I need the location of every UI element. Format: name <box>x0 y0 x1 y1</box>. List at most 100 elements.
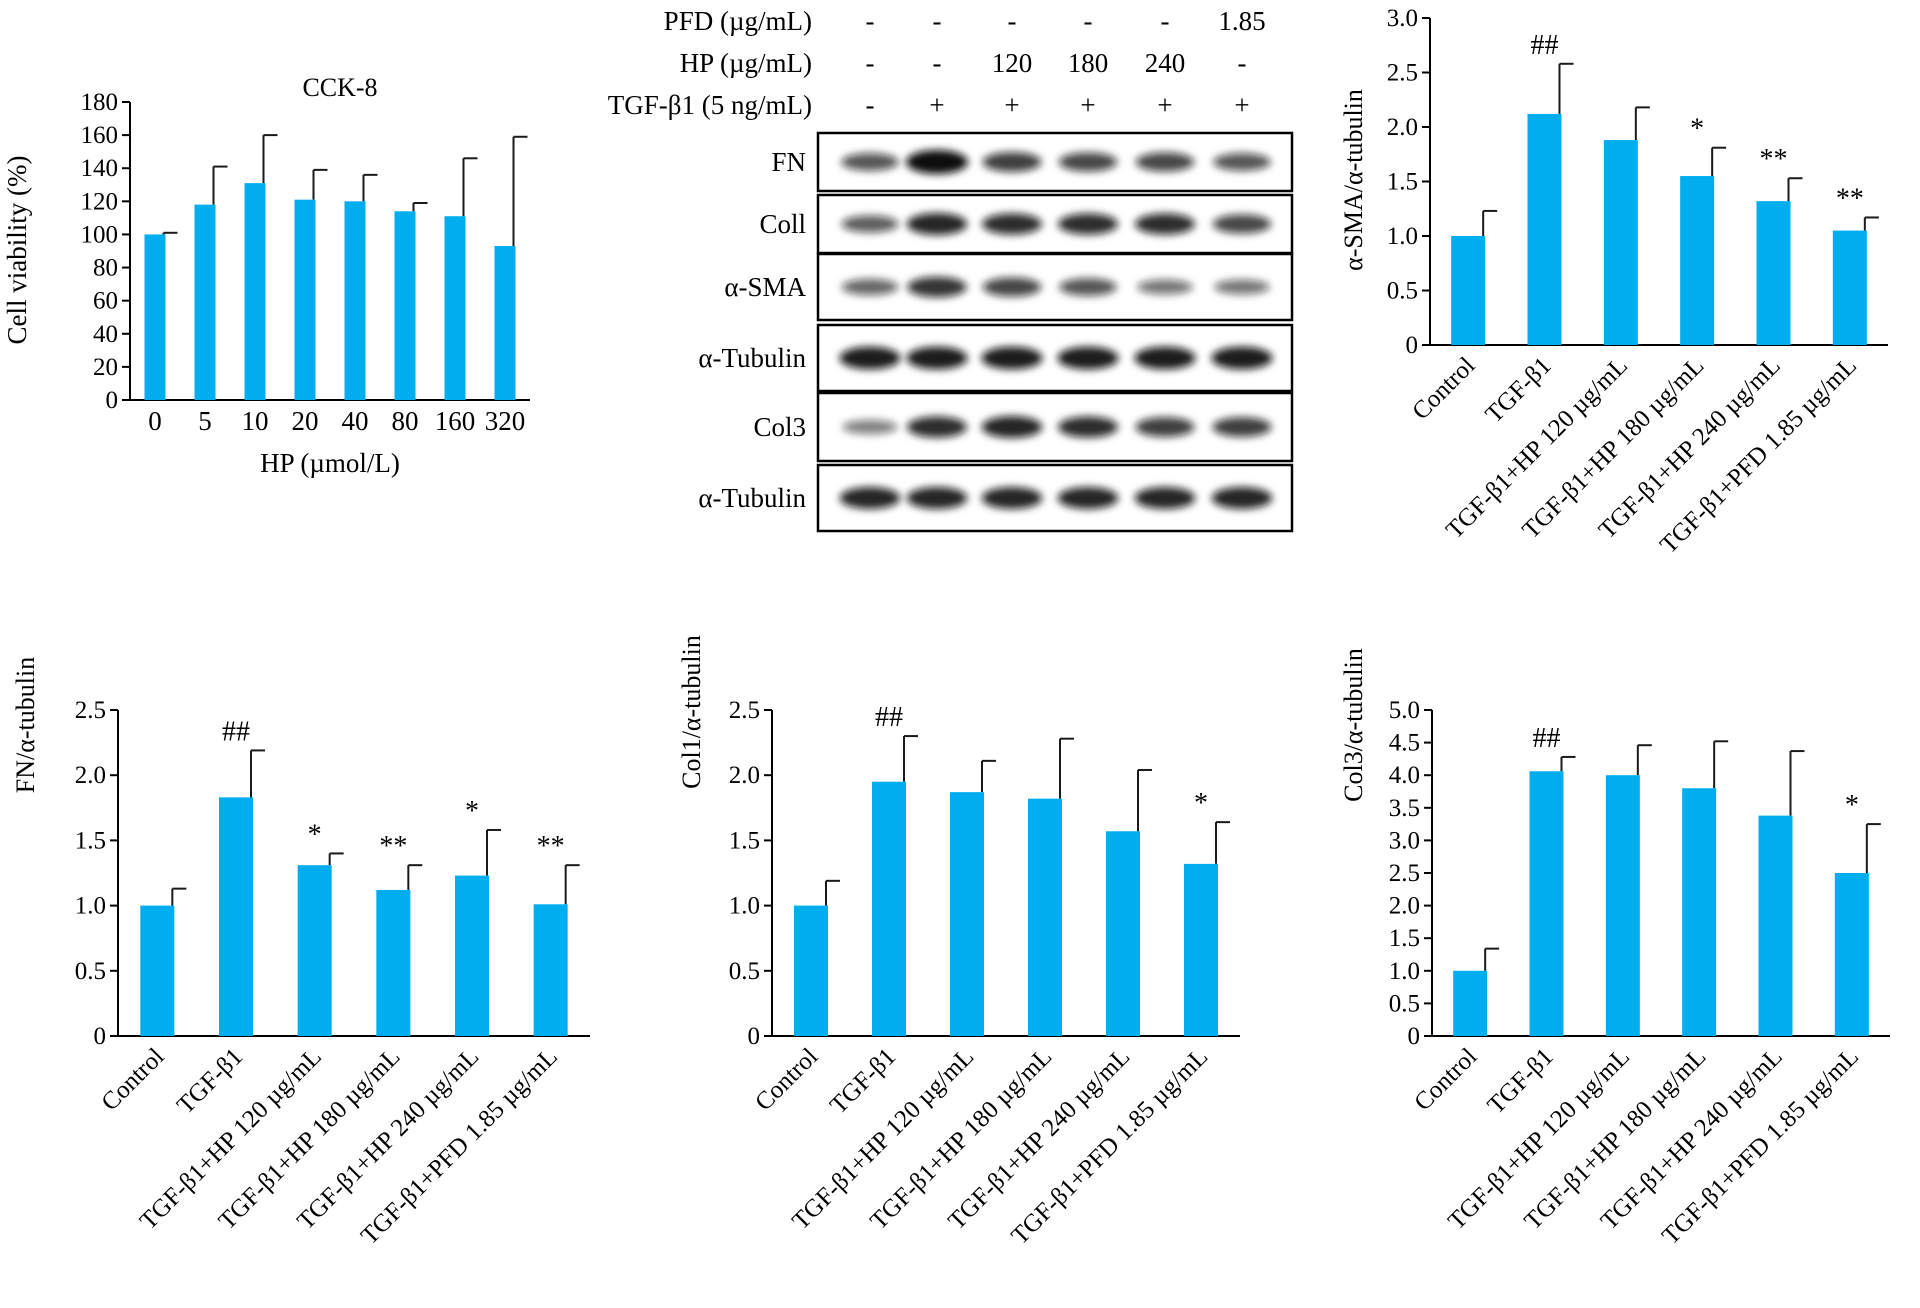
col1-category-label: Control <box>750 1043 823 1116</box>
sma-y-tick-label: 0 <box>1406 332 1419 359</box>
col1-bar <box>1028 798 1062 1036</box>
wb-lane-value: - <box>866 90 875 120</box>
sma-bar <box>1680 176 1715 345</box>
col3-y-tick-label: 3.5 <box>1389 795 1420 822</box>
col3-y-tick-label: 5.0 <box>1389 697 1420 724</box>
wb-lane-value: - <box>933 48 942 78</box>
wb-band <box>839 487 901 509</box>
cck8-category-label: 5 <box>198 406 212 436</box>
cck8-y-tick-label: 180 <box>81 89 119 116</box>
sma-bar <box>1527 113 1562 345</box>
col3-category-label: Control <box>1409 1043 1482 1116</box>
col1-y-tick-label: 2.0 <box>729 762 760 789</box>
sma-bar <box>1756 201 1791 345</box>
cck8-category-label: 160 <box>435 406 476 436</box>
fn-bar <box>376 889 411 1036</box>
fn-significance-label: * <box>308 819 322 850</box>
cck8-title: CCK-8 <box>302 73 377 102</box>
col3-y-tick-label: 2.0 <box>1389 893 1420 920</box>
col3-y-tick-label: 0.5 <box>1389 990 1420 1017</box>
cck8-y-tick-label: 60 <box>93 288 118 315</box>
wb-band <box>1058 416 1118 438</box>
wb-band <box>1134 487 1196 509</box>
wb-band <box>1135 213 1195 235</box>
wb-band <box>906 150 968 174</box>
wb-band <box>1211 346 1273 370</box>
wb-band <box>981 487 1043 509</box>
wb-band <box>982 277 1042 297</box>
fn-bar <box>533 904 568 1036</box>
wb-band <box>1214 279 1270 295</box>
wb-blot-label: Coll <box>759 209 806 239</box>
wb-band <box>1213 153 1271 171</box>
fn-y-tick-label: 2.5 <box>75 697 106 724</box>
sma-y-tick-label: 3.0 <box>1387 5 1418 32</box>
sma-y-tick-label: 2.5 <box>1387 60 1418 87</box>
wb-band <box>1135 417 1195 437</box>
sma-significance-label: * <box>1690 114 1704 145</box>
fn-y-tick-label: 1.0 <box>75 893 106 920</box>
cck8-bar <box>394 211 416 400</box>
sma-y-axis-label: α-SMA/α-tubulin <box>1339 89 1368 271</box>
wb-band <box>842 419 898 435</box>
col3-y-tick-label: 4.0 <box>1389 762 1420 789</box>
wb-lane-value: 120 <box>992 48 1033 78</box>
cck8-y-tick-label: 160 <box>81 122 119 149</box>
cck8-category-label: 80 <box>392 406 419 436</box>
cck8-bar <box>144 234 166 400</box>
col3-bar <box>1529 771 1564 1036</box>
wb-lane-value: - <box>866 6 875 36</box>
fn-y-tick-label: 0 <box>94 1023 107 1050</box>
wb-band <box>841 215 899 233</box>
cck8-category-label: 20 <box>292 406 319 436</box>
wb-band <box>1058 152 1118 172</box>
fn-chart: FN/α-tubulin 0 0.5 1.0 1.5 2.0 2.5 Control ## TG… <box>11 657 590 1250</box>
sma-y-tick-label: 1.0 <box>1387 223 1418 250</box>
wb-lane-value: + <box>1004 90 1019 120</box>
col3-significance-label: ## <box>1533 723 1561 754</box>
cck8-bar <box>294 199 316 400</box>
fn-category-label: Control <box>96 1043 169 1116</box>
wb-blot-label: Col3 <box>753 412 806 442</box>
wb-lane-value: - <box>1161 6 1170 36</box>
cck8-bar <box>494 246 516 400</box>
sma-significance-label: ** <box>1760 144 1788 175</box>
wb-lane-value: - <box>1084 6 1093 36</box>
col1-y-tick-label: 0 <box>748 1023 761 1050</box>
col3-y-tick-label: 2.5 <box>1389 860 1420 887</box>
col3-y-tick-label: 4.5 <box>1389 730 1420 757</box>
col3-category-label: TGF-β1 <box>1483 1043 1559 1119</box>
fn-significance-label: ## <box>222 716 250 747</box>
col1-bar <box>1184 863 1218 1036</box>
wb-lane-value: - <box>1238 48 1247 78</box>
sma-bar <box>1832 230 1867 345</box>
wb-band <box>1135 152 1195 172</box>
fn-y-tick-label: 2.0 <box>75 762 106 789</box>
fn-significance-label: * <box>465 796 479 827</box>
wb-band <box>906 213 968 235</box>
sma-category-label: Control <box>1407 352 1480 425</box>
wb-row-label-pfd: PFD (µg/mL) <box>664 6 812 36</box>
col1-bar <box>950 792 984 1036</box>
wb-row-label-tgf: TGF-β1 (5 ng/mL) <box>608 90 812 120</box>
cck8-bar <box>444 216 466 400</box>
wb-band <box>1212 417 1272 437</box>
col1-bar <box>1106 831 1140 1036</box>
col3-y-tick-label: 0 <box>1408 1023 1421 1050</box>
col3-chart: Col3/α-tubulin 0 0.5 1.0 1.5 2.0 2.5 3.0 3.5 4.0… <box>1339 648 1890 1250</box>
cck8-category-label: 0 <box>148 406 162 436</box>
cck8-y-tick-label: 0 <box>106 387 119 414</box>
cck8-category-label: 320 <box>485 406 526 436</box>
cck8-y-tick-label: 80 <box>93 255 118 282</box>
wb-band <box>982 213 1042 235</box>
cck8-chart: CCK-8 HP (µmol/L) Cell viability (%) 0 20… <box>2 73 530 478</box>
fn-significance-label: ** <box>379 831 407 862</box>
col1-chart: Col1/α-tubulin 0 0.5 1.0 1.5 2.0 2.5 Control ##… <box>677 635 1240 1250</box>
col1-y-tick-label: 0.5 <box>729 958 760 985</box>
col3-bar <box>1758 815 1793 1036</box>
cck8-bar <box>344 201 366 400</box>
fn-y-tick-label: 1.5 <box>75 827 106 854</box>
wb-band <box>1134 346 1196 370</box>
col1-y-tick-label: 2.5 <box>729 697 760 724</box>
